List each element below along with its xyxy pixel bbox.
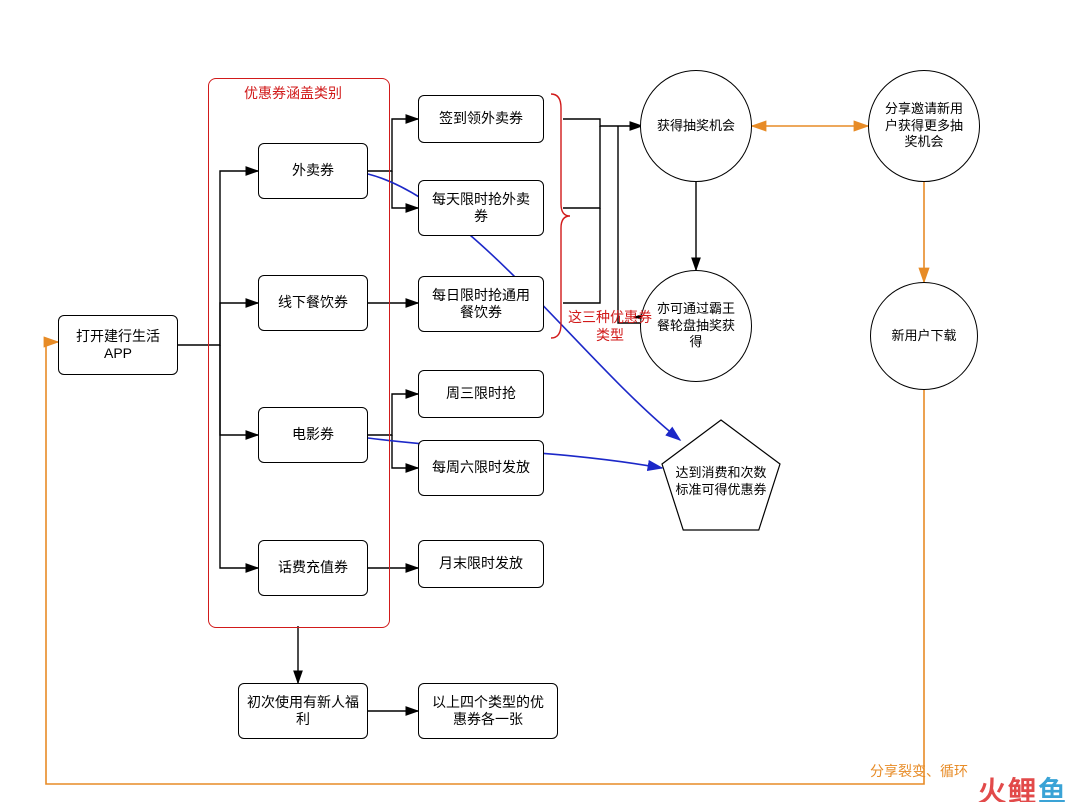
node-label: 话费充值券 xyxy=(278,559,348,577)
node-offline-dining: 线下餐饮券 xyxy=(258,275,368,331)
node-four-types-each: 以上四个类型的优惠券各一张 xyxy=(418,683,558,739)
node-label: 以上四个类型的优惠券各一张 xyxy=(427,694,549,729)
node-label: 电影券 xyxy=(292,426,334,444)
node-daily-takeout: 每天限时抢外卖券 xyxy=(418,180,544,236)
node-saturday: 每周六限时发放 xyxy=(418,440,544,496)
node-label: 打开建行生活APP xyxy=(67,328,169,363)
node-label: 签到领外卖券 xyxy=(439,110,523,128)
node-open-app: 打开建行生活APP xyxy=(58,315,178,375)
node-label: 每周六限时发放 xyxy=(432,459,530,477)
node-label: 每日限时抢通用餐饮券 xyxy=(427,287,535,322)
node-month-end: 月末限时发放 xyxy=(418,540,544,588)
node-first-use-bonus: 初次使用有新人福利 xyxy=(238,683,368,739)
pentagon-spend-threshold: 达到消费和次数标准可得优惠券 xyxy=(662,420,780,530)
node-label: 初次使用有新人福利 xyxy=(247,694,359,729)
circle-roulette: 亦可通过霸王餐轮盘抽奖获得 xyxy=(640,270,752,382)
node-label: 每天限时抢外卖券 xyxy=(427,191,535,226)
circle-label: 新用户下载 xyxy=(891,328,956,345)
node-takeout-coupon: 外卖券 xyxy=(258,143,368,199)
watermark: 火鲤鱼 xyxy=(978,770,1068,802)
label-three-types: 这三种优惠券类型 xyxy=(565,308,655,344)
circle-lottery-chance: 获得抽奖机会 xyxy=(640,70,752,182)
circle-new-user: 新用户下载 xyxy=(870,282,978,390)
diagram-canvas: 优惠券涵盖类别 打开建行生活APP 外卖券 线下餐饮券 电影券 话费充值券 初次… xyxy=(0,0,1080,802)
node-movie-coupon: 电影券 xyxy=(258,407,368,463)
node-daily-dining: 每日限时抢通用餐饮券 xyxy=(418,276,544,332)
watermark-part2: 鱼 xyxy=(1038,776,1068,802)
node-phone-credit: 话费充值券 xyxy=(258,540,368,596)
category-group-title: 优惠券涵盖类别 xyxy=(244,84,342,102)
node-label: 外卖券 xyxy=(292,162,334,180)
node-signin-takeout: 签到领外卖券 xyxy=(418,95,544,143)
node-label: 线下餐饮券 xyxy=(278,294,348,312)
label-fission-loop: 分享裂变、循环 xyxy=(870,762,968,780)
circle-share-invite: 分享邀请新用户获得更多抽奖机会 xyxy=(868,70,980,182)
node-label: 周三限时抢 xyxy=(446,385,516,403)
circle-label: 亦可通过霸王餐轮盘抽奖获得 xyxy=(651,301,741,352)
watermark-part1: 火鲤 xyxy=(978,776,1038,802)
node-label: 月末限时发放 xyxy=(439,555,523,573)
node-wednesday: 周三限时抢 xyxy=(418,370,544,418)
circle-label: 分享邀请新用户获得更多抽奖机会 xyxy=(879,101,969,152)
pentagon-label: 达到消费和次数标准可得优惠券 xyxy=(674,465,768,499)
circle-label: 获得抽奖机会 xyxy=(657,118,735,135)
